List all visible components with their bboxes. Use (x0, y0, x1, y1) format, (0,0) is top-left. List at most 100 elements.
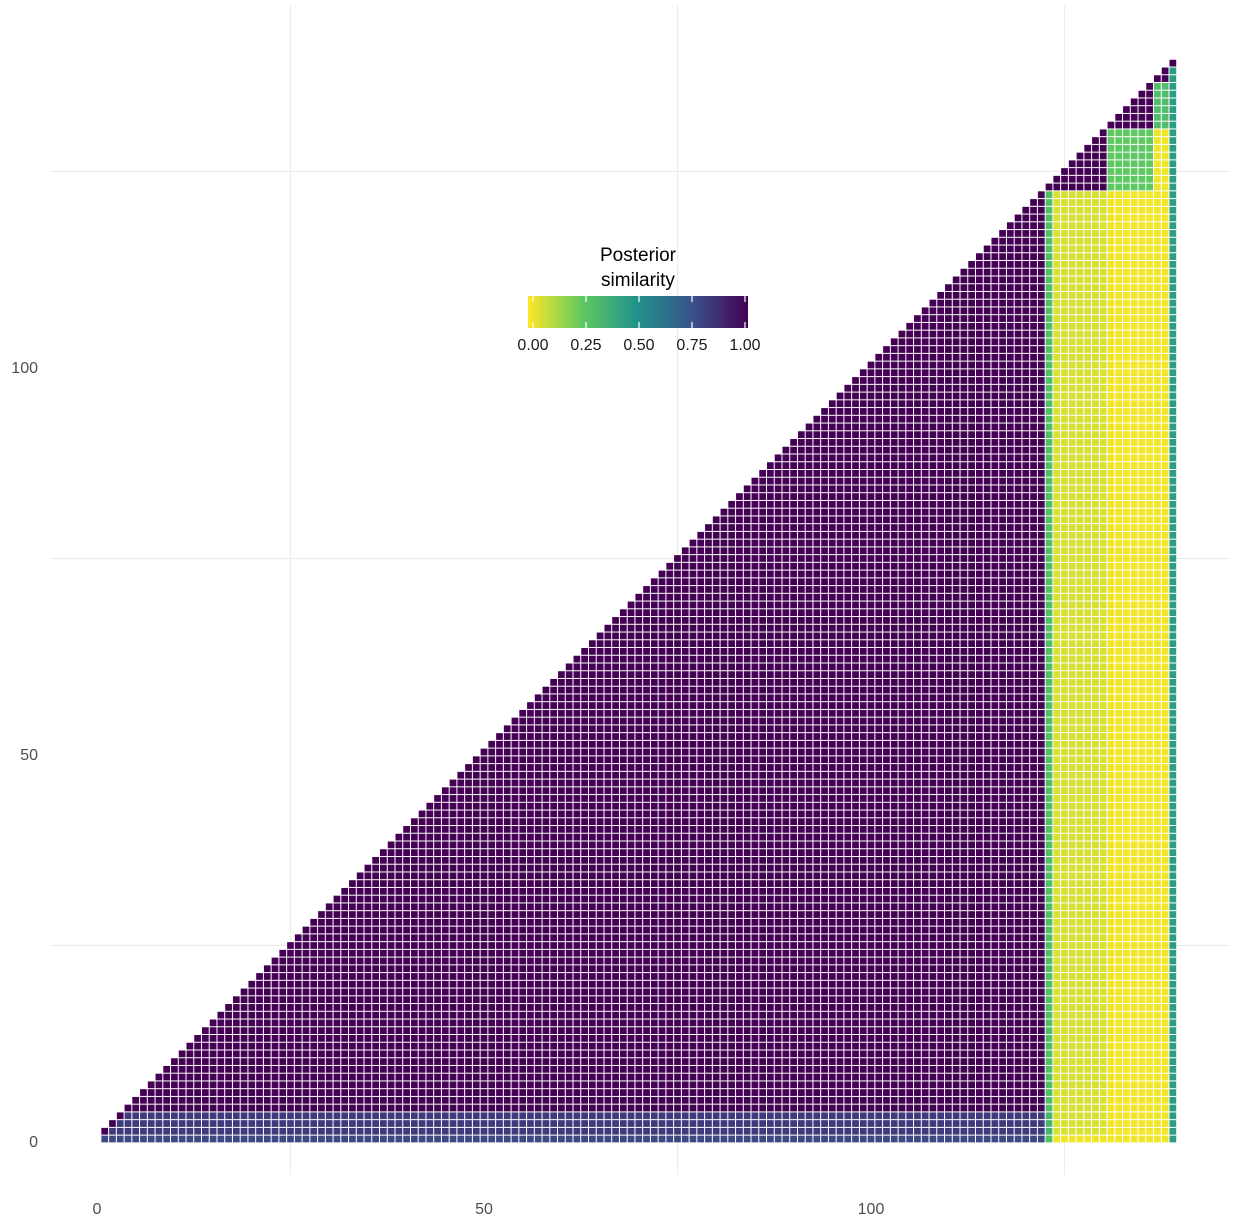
tile (797, 1027, 805, 1035)
tile (712, 1112, 720, 1120)
tile (596, 702, 604, 709)
tile (782, 709, 790, 717)
tile (496, 810, 503, 818)
tile (403, 980, 410, 988)
tile (821, 826, 828, 833)
tile (759, 733, 767, 740)
tile (689, 617, 697, 624)
tile (767, 531, 774, 539)
tile (705, 810, 712, 818)
tile (364, 1035, 372, 1042)
tile (503, 965, 511, 973)
tile (767, 1011, 774, 1019)
tile (844, 408, 852, 415)
tile (836, 911, 844, 918)
tile (743, 586, 751, 593)
tile (790, 1112, 797, 1120)
tile (836, 1120, 844, 1127)
tile (147, 1127, 155, 1135)
tile (565, 771, 573, 779)
tile (658, 663, 666, 671)
tile (712, 524, 720, 531)
tile (472, 911, 480, 918)
tile (635, 1027, 643, 1035)
tile (503, 740, 511, 748)
tile (627, 880, 635, 887)
tile (852, 531, 859, 539)
tile (287, 1112, 294, 1120)
tile (643, 663, 650, 671)
tile (774, 524, 782, 531)
tile (767, 1042, 774, 1050)
tile (341, 918, 349, 926)
tile (650, 787, 658, 795)
tile (496, 996, 503, 1004)
tile (836, 408, 844, 415)
tile (403, 918, 410, 926)
tile (480, 895, 488, 903)
tile (387, 957, 395, 965)
tile (271, 1089, 279, 1096)
tile (511, 1042, 519, 1050)
tile (612, 934, 619, 942)
tile (457, 810, 465, 818)
tile (279, 1035, 287, 1042)
tile (852, 423, 859, 431)
tile (736, 524, 743, 531)
tile (619, 1135, 627, 1143)
tile (712, 980, 720, 988)
tile (279, 1089, 287, 1096)
tile (519, 1120, 527, 1127)
tile (689, 578, 697, 586)
tile (294, 1112, 302, 1120)
tile (449, 980, 457, 988)
tile (457, 1004, 465, 1011)
tile (743, 996, 751, 1004)
tile (689, 988, 697, 996)
tile (503, 856, 511, 864)
tile (759, 586, 767, 593)
tile (743, 740, 751, 748)
tile (465, 949, 472, 957)
tile (573, 903, 581, 911)
tile (480, 841, 488, 849)
tile (689, 570, 697, 578)
tile (434, 810, 441, 818)
tile (294, 973, 302, 980)
tile (728, 973, 736, 980)
tile (852, 686, 859, 694)
tile (488, 748, 496, 756)
tile (736, 516, 743, 524)
tile (588, 1027, 596, 1035)
tile (805, 764, 813, 771)
tile (341, 1035, 349, 1042)
tile (805, 841, 813, 849)
tile (465, 818, 472, 826)
tile (349, 1073, 356, 1081)
tile (782, 624, 790, 632)
tile (372, 1096, 380, 1104)
tile (767, 539, 774, 547)
tile (689, 996, 697, 1004)
tile (666, 795, 674, 802)
tile (736, 802, 743, 810)
tile (767, 1096, 774, 1104)
tile (418, 1096, 426, 1104)
tile (581, 926, 588, 934)
tile (356, 934, 364, 942)
tile (774, 733, 782, 740)
tile (256, 973, 263, 980)
tile (650, 640, 658, 648)
tile (782, 903, 790, 911)
tile (774, 810, 782, 818)
tile (178, 1104, 186, 1112)
tile (674, 1073, 681, 1081)
tile (395, 1019, 403, 1027)
tile (155, 1120, 163, 1127)
tile (457, 957, 465, 965)
tile (627, 1096, 635, 1104)
tile (828, 856, 836, 864)
tile (550, 694, 558, 702)
tile (457, 895, 465, 903)
tile (666, 586, 674, 593)
